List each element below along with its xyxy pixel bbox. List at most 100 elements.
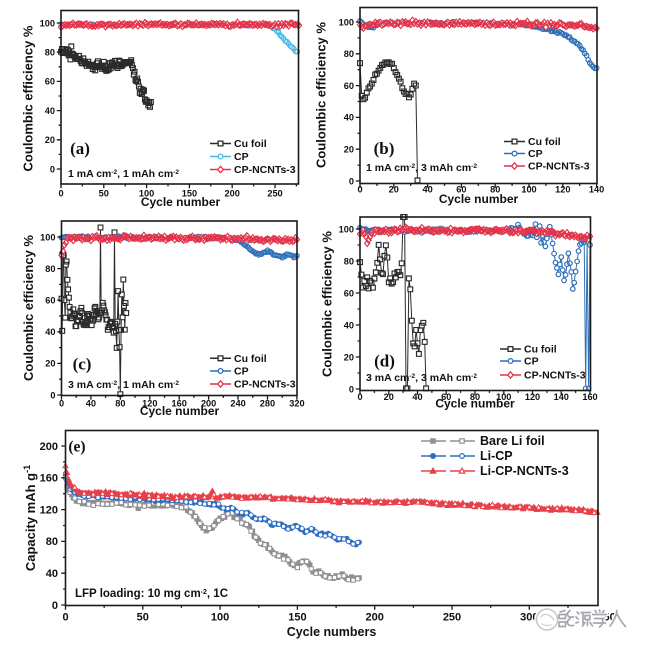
svg-text:Cycle number: Cycle number [140, 404, 220, 418]
svg-text:CP-NCNTs-3: CP-NCNTs-3 [528, 161, 590, 173]
svg-text:40: 40 [344, 113, 354, 123]
svg-text:100: 100 [521, 185, 536, 195]
svg-text:40: 40 [45, 106, 55, 116]
svg-text:160: 160 [40, 473, 58, 485]
svg-text:CP: CP [524, 356, 539, 368]
svg-text:150: 150 [182, 188, 197, 198]
svg-text:Coulombic efficiency %: Coulombic efficiency % [21, 25, 36, 171]
svg-text:80: 80 [344, 256, 354, 266]
svg-text:Cycle numbers: Cycle numbers [287, 625, 377, 639]
svg-text:20: 20 [45, 135, 55, 145]
svg-text:80: 80 [115, 398, 125, 408]
svg-text:CP-NCNTs-3: CP-NCNTs-3 [524, 370, 586, 382]
svg-text:40: 40 [45, 327, 55, 337]
svg-text:160: 160 [172, 398, 187, 408]
svg-text:CP: CP [528, 148, 543, 160]
svg-text:80: 80 [490, 185, 500, 195]
svg-text:80: 80 [344, 49, 354, 59]
svg-text:0: 0 [50, 390, 55, 400]
svg-text:60: 60 [456, 185, 466, 195]
svg-text:CP: CP [234, 151, 249, 163]
svg-text:Coulombic efficiency %: Coulombic efficiency % [21, 235, 36, 381]
svg-text:80: 80 [45, 48, 55, 58]
svg-text:Cycle number: Cycle number [439, 192, 519, 206]
svg-text:50: 50 [137, 612, 149, 624]
svg-text:60: 60 [441, 392, 451, 402]
svg-text:CP: CP [234, 366, 249, 378]
svg-text:60: 60 [45, 296, 55, 306]
svg-text:1 mA cm-2, 3 mAh cm-2: 1 mA cm-2, 3 mAh cm-2 [366, 162, 477, 174]
svg-text:50: 50 [99, 188, 109, 198]
svg-text:20: 20 [344, 145, 354, 155]
svg-text:60: 60 [344, 81, 354, 91]
svg-text:40: 40 [86, 398, 96, 408]
svg-text:0: 0 [62, 612, 68, 624]
svg-text:250: 250 [443, 612, 461, 624]
svg-text:100: 100 [139, 188, 154, 198]
svg-text:280: 280 [260, 398, 275, 408]
svg-text:150: 150 [288, 612, 306, 624]
svg-text:0: 0 [59, 398, 64, 408]
svg-text:200: 200 [201, 398, 216, 408]
svg-text:Cycle number: Cycle number [435, 397, 515, 411]
svg-text:0: 0 [349, 176, 354, 186]
svg-text:CP-NCNTs-3: CP-NCNTs-3 [234, 379, 296, 391]
svg-text:40: 40 [46, 568, 58, 580]
svg-text:250: 250 [267, 188, 282, 198]
svg-text:(e): (e) [68, 439, 85, 456]
svg-text:LFP loading: 10 mg cm-2, 1C: LFP loading: 10 mg cm-2, 1C [75, 588, 228, 600]
svg-text:0: 0 [50, 164, 55, 174]
svg-text:100: 100 [211, 612, 229, 624]
svg-text:200: 200 [40, 441, 58, 453]
svg-text:0: 0 [52, 600, 58, 612]
svg-text:0: 0 [357, 392, 362, 402]
svg-text:200: 200 [366, 612, 384, 624]
svg-text:3 mA cm-2, 1 mAh cm-2: 3 mA cm-2, 1 mAh cm-2 [68, 379, 179, 391]
svg-text:Cycle number: Cycle number [141, 195, 221, 209]
svg-text:60: 60 [344, 288, 354, 298]
svg-text:0: 0 [357, 185, 362, 195]
svg-text:Cu foil: Cu foil [234, 353, 267, 365]
svg-text:40: 40 [412, 392, 422, 402]
svg-text:CP-NCNTs-3: CP-NCNTs-3 [234, 164, 296, 176]
svg-text:Capacity mAh g-1: Capacity mAh g-1 [22, 465, 38, 571]
svg-text:100: 100 [40, 18, 55, 28]
svg-text:140: 140 [554, 392, 569, 402]
svg-text:Cu foil: Cu foil [528, 136, 561, 148]
svg-text:3 mA cm-2, 3 mAh cm-2: 3 mA cm-2, 3 mAh cm-2 [366, 372, 477, 384]
svg-text:120: 120 [555, 185, 570, 195]
svg-text:120: 120 [525, 392, 540, 402]
svg-text:Cu foil: Cu foil [234, 138, 267, 150]
svg-text:0: 0 [58, 188, 63, 198]
svg-text:80: 80 [470, 392, 480, 402]
svg-text:Coulombic efficiency %: Coulombic efficiency % [314, 22, 329, 168]
svg-text:20: 20 [344, 352, 354, 362]
svg-text:(d): (d) [374, 352, 395, 371]
svg-text:20: 20 [389, 185, 399, 195]
svg-text:Li-CP-NCNTs-3: Li-CP-NCNTs-3 [480, 464, 569, 478]
svg-text:(a): (a) [70, 139, 90, 158]
svg-text:240: 240 [230, 398, 245, 408]
svg-text:1 mA cm-2, 1 mAh cm-2: 1 mA cm-2, 1 mAh cm-2 [68, 168, 179, 180]
svg-text:120: 120 [40, 504, 58, 516]
svg-text:Cu foil: Cu foil [524, 344, 557, 356]
svg-text:(c): (c) [73, 355, 92, 374]
svg-text:100: 100 [339, 17, 354, 27]
svg-text:20: 20 [45, 359, 55, 369]
svg-text:80: 80 [46, 536, 58, 548]
svg-text:Li-CP: Li-CP [480, 449, 513, 463]
svg-text:100: 100 [40, 232, 55, 242]
svg-text:320: 320 [289, 398, 304, 408]
svg-text:0: 0 [349, 384, 354, 394]
svg-text:60: 60 [45, 77, 55, 87]
svg-text:20: 20 [384, 392, 394, 402]
svg-text:140: 140 [589, 185, 604, 195]
svg-text:200: 200 [225, 188, 240, 198]
svg-text:Coulombic efficiency %: Coulombic efficiency % [320, 231, 335, 377]
svg-text:80: 80 [45, 264, 55, 274]
svg-text:40: 40 [422, 185, 432, 195]
svg-text:(b): (b) [374, 139, 395, 158]
svg-text:300: 300 [520, 612, 538, 624]
svg-text:120: 120 [142, 398, 157, 408]
svg-text:100: 100 [496, 392, 511, 402]
